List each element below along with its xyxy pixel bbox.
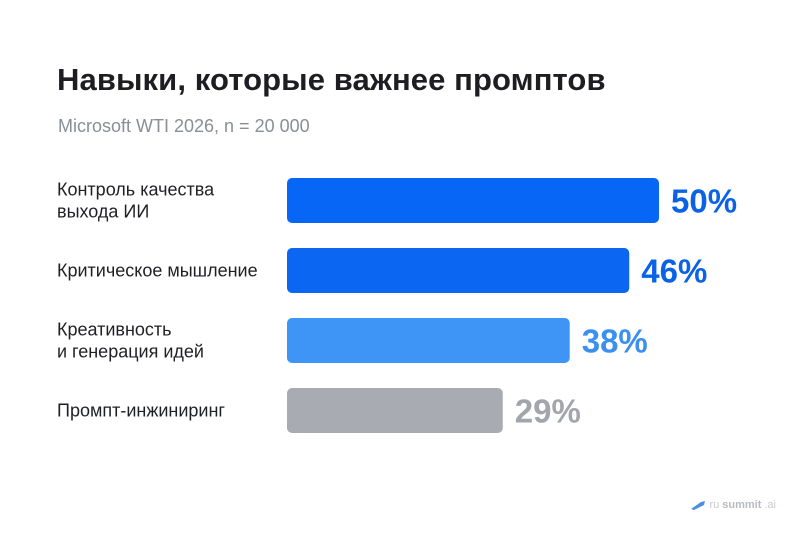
value-label-3: 38% — [582, 323, 648, 360]
category-label-line: Контроль качества — [57, 180, 215, 200]
watermark-prefix: ru — [709, 499, 720, 511]
category-label-2: Критическое мышление — [57, 261, 258, 281]
chart-subtitle: Microsoft WTI 2026, n = 20 000 — [58, 116, 310, 136]
category-label-4: Промпт-инжиниринг — [57, 401, 225, 421]
bar-1 — [287, 178, 659, 223]
value-label-2: 46% — [641, 253, 707, 290]
category-label-line: и генерация идей — [57, 342, 204, 362]
watermark: ru summit .ai — [690, 499, 776, 511]
watermark-brand: summit — [722, 499, 762, 511]
bar-4 — [287, 388, 503, 433]
category-label-1: Контроль качества выхода ИИ — [57, 180, 215, 222]
bar-2 — [287, 248, 630, 293]
category-label-line: Креативность — [57, 320, 172, 340]
value-label-1: 50% — [671, 183, 737, 220]
watermark-suffix: .ai — [764, 499, 776, 511]
category-label-line: Промпт-инжиниринг — [57, 401, 225, 421]
category-label-line: выхода ИИ — [57, 202, 149, 222]
value-label-4: 29% — [515, 393, 581, 430]
chart-title: Навыки, которые важнее промптов — [57, 62, 606, 97]
category-label-3: Креативность и генерация идей — [57, 320, 204, 362]
rocket-icon — [691, 501, 706, 510]
bar-3 — [287, 318, 570, 363]
category-label-line: Критическое мышление — [57, 261, 258, 281]
